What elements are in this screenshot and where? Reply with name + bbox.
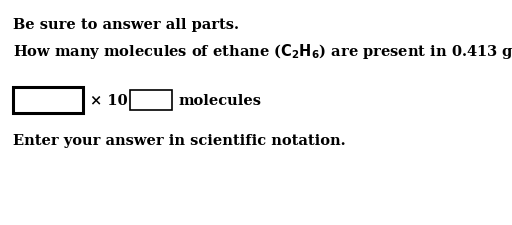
Text: × 10: × 10 [90,94,127,108]
FancyBboxPatch shape [13,88,83,113]
FancyBboxPatch shape [130,91,172,110]
Text: Be sure to answer all parts.: Be sure to answer all parts. [13,18,239,32]
Text: Enter your answer in scientific notation.: Enter your answer in scientific notation… [13,133,346,147]
Text: How many molecules of ethane ($\mathbf{C_2H_6}$) are present in 0.413 g of $\mat: How many molecules of ethane ($\mathbf{C… [13,42,512,61]
Text: molecules: molecules [178,94,261,108]
